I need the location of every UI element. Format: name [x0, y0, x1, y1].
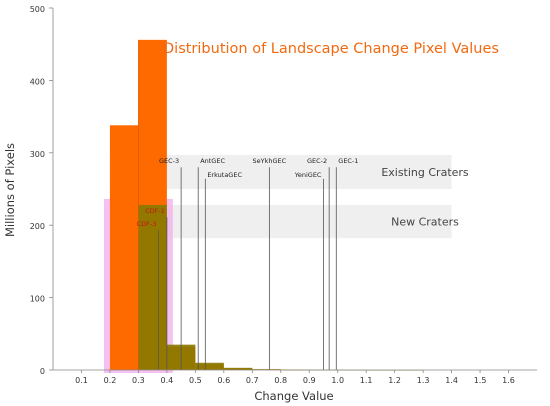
x-tick-label-3: 0.4 — [161, 376, 174, 385]
x-tick-label-7: 0.8 — [274, 376, 287, 385]
x-tick-label-6: 0.7 — [246, 376, 259, 385]
markers-layer: GEC-3 AntGEC ErkutaGEC SeYkhGEC GEC-2 YeniGEC… — [137, 157, 358, 370]
y-axis-label: Millions of Pixels — [3, 143, 17, 237]
x-tick-label-9: 1.0 — [331, 376, 344, 385]
x-tick-label-0: 0.1 — [75, 376, 88, 385]
bar-series1-bin0 — [138, 204, 167, 370]
band-label-1: New Craters — [391, 216, 459, 229]
x-tick-label-8: 0.9 — [303, 376, 316, 385]
bar-series1-bin3 — [223, 367, 253, 370]
y-tick-label-1: 100 — [30, 295, 45, 304]
marker-label-0: GEC-3 — [159, 157, 179, 165]
y-tick-label-2: 200 — [30, 222, 45, 231]
x-tick-label-2: 0.3 — [132, 376, 145, 385]
marker-label-2: ErkutaGEC — [207, 171, 242, 179]
y-tick-label-3: 300 — [30, 150, 45, 159]
chart-title: Distribution of Landscape Change Pixel V… — [163, 41, 499, 57]
x-tick-label-12: 1.3 — [417, 376, 430, 385]
x-axis-label: Change Value — [254, 389, 333, 403]
band-label-0: Existing Craters — [381, 166, 469, 179]
marker-label-7: CDF-1 — [145, 207, 165, 215]
marker-label-6: GEC-1 — [338, 157, 358, 165]
x-tick-label-5: 0.6 — [217, 376, 230, 385]
bar-series1-bin2 — [195, 362, 224, 370]
x-tick-label-13: 1.4 — [445, 376, 458, 385]
x-tick-label-4: 0.5 — [189, 376, 202, 385]
marker-label-5: YeniGEC — [294, 171, 322, 179]
x-tick-label-14: 1.5 — [474, 376, 487, 385]
x-tick-label-1: 0.2 — [104, 376, 117, 385]
axes-layer: 0 100 200 300 400 500 0.1 0.2 0.3 0.4 0.5 0.6 0.7 0.8… — [30, 5, 537, 385]
marker-label-4: GEC-2 — [307, 157, 327, 165]
x-tick-label-11: 1.2 — [388, 376, 401, 385]
bar-series0-bin0 — [109, 125, 139, 371]
marker-label-3: SeYkhGEC — [253, 157, 287, 165]
y-tick-label-0: 0 — [40, 367, 45, 376]
y-tick-label-5: 500 — [30, 5, 45, 14]
bars-layer — [103, 39, 424, 373]
x-tick-label-10: 1.1 — [360, 376, 373, 385]
x-tick-label-15: 1.6 — [502, 376, 515, 385]
marker-label-8: CDF-3 — [137, 220, 157, 228]
marker-label-1: AntGEC — [200, 157, 225, 165]
y-tick-label-4: 400 — [30, 77, 45, 86]
